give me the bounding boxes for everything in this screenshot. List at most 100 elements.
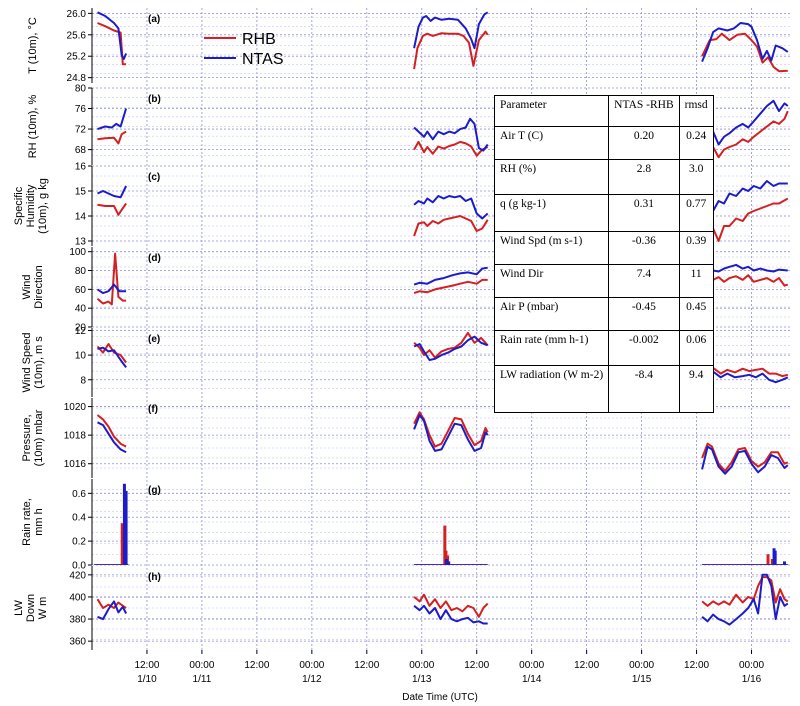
series-line-rhb [96,414,127,448]
panel-label: (g) [148,485,161,496]
legend-label-rhb: RHB [242,31,276,48]
y-tick-label: 360 [69,637,86,648]
row-diff: 2.8 [608,159,680,195]
legend-label-ntas: NTAS [242,51,283,68]
row-diff: -0.36 [608,231,680,265]
series-line-ntas [413,335,489,361]
y-tick-label: 380 [69,615,86,626]
series-line-rhb [701,442,789,472]
y-tick-label: 40 [75,304,87,315]
x-tick-time: 00:00 [189,660,214,671]
y-tick-label: 12 [75,326,87,337]
x-tick-time: 00:00 [299,660,324,671]
row-rmsd: 0.39 [678,231,714,265]
row-param: Wind Spd (m s-1) [493,231,610,265]
series-line-ntas [413,266,488,286]
series-line-rhb [701,274,789,287]
row-rmsd: 9.4 [678,365,714,413]
row-rmsd: 0.45 [678,297,714,331]
series-line-ntas [413,117,489,152]
rain-bar-ntas [773,550,777,565]
x-tick-date: 1/14 [522,674,542,685]
y-axis-label-line: W m [37,597,49,620]
y-axis-label: Rain rate,mm h [21,498,45,546]
row-param: RH (%) [493,159,610,195]
series-line-ntas [96,283,127,295]
y-tick-label: 80 [75,266,87,277]
x-tick-time: 12:00 [464,660,489,671]
panel-label: (a) [148,14,160,25]
series-line-rhb [97,202,127,216]
y-axis-label-line: Wind [21,274,33,299]
row-diff: 0.20 [608,126,680,160]
series-line-ntas [413,195,489,220]
y-tick-label: 24.8 [67,73,87,84]
rain-bar-ntas [783,561,787,565]
x-tick-time: 12:00 [244,660,269,671]
y-tick-label: 420 [69,570,86,581]
table-row: Air P (mbar) -0.45 0.45 [493,297,714,331]
y-axis-label: Wind Speed(10m), m s [21,333,45,393]
y-tick-label: 25.6 [67,30,87,41]
series-line-ntas [701,180,788,217]
series-line-rhb [96,598,127,609]
table-row: RH (%) 2.8 3.0 [493,159,714,195]
y-tick-label: 0.0 [72,561,86,572]
series-line-ntas [97,421,127,454]
series-line-ntas [701,263,788,276]
y-tick-label: 68 [75,145,87,156]
x-tick-date: 1/16 [742,674,762,685]
y-tick-label: 15 [75,187,87,198]
y-tick-label: 16 [75,162,87,173]
series-line-rhb [97,22,127,66]
x-tick-time: 12:00 [354,660,379,671]
y-tick-label: 0.2 [72,537,86,548]
y-axis-label-line: Rain rate, [21,498,33,546]
x-tick-date: 1/13 [412,674,432,685]
table-row: Rain rate (mm h-1) -0.002 0.06 [493,330,714,366]
series-line-ntas [701,573,789,626]
series-line-rhb [97,130,127,145]
header-rmsd: rmsd [678,95,714,127]
y-tick-label: 1018 [64,431,87,442]
stats-table: Parameter NTAS -RHB rmsd Air T (C) 0.20 … [493,95,714,413]
row-param: Air T (C) [493,126,610,160]
rain-bar-rhb [443,525,447,565]
header-parameter: Parameter [493,95,610,127]
table-row: LW radiation (W m-2) -8.4 9.4 [493,365,714,413]
panel-g: 0.0 0.2 0.4 0.6 (g) Rain rate,mm h [21,479,790,572]
rain-bar-ntas [124,490,128,565]
panel-a: 24.8 25.2 25.6 26.0 (a) T (10m), °C [27,8,790,84]
rain-bar-rhb [120,523,124,565]
y-tick-label: 100 [69,247,86,258]
y-axis-label-line: RH (10m), % [27,95,39,159]
series-line-rhb [96,343,127,364]
panel-f: 1016 1018 1020 (f) Pressure,(10m) mbar [21,398,790,478]
table-header-row: Parameter NTAS -RHB rmsd [493,95,714,127]
y-tick-label: 0.6 [72,489,86,500]
y-tick-label: 13 [75,237,87,248]
panel-label: (e) [148,334,160,345]
rain-bar-ntas [447,561,451,565]
y-tick-label: 0.4 [72,513,86,524]
y-axis-label: SpecificHumidity(10m), g kg [13,178,49,234]
x-axis-title: Date Time (UTC) [402,692,478,703]
y-tick-label: 400 [69,592,86,603]
row-diff: 7.4 [608,264,680,298]
y-tick-label: 10 [75,351,87,362]
x-tick-time: 00:00 [519,660,544,671]
series-line-rhb [413,278,488,295]
y-tick-label: 1016 [64,459,87,470]
y-tick-label: 1020 [64,402,87,413]
series-line-ntas [701,445,789,475]
y-axis-label-line: Specific [13,186,25,225]
series-line-rhb [701,197,789,242]
series-line-ntas [97,108,128,131]
y-axis-label-line: Wind Speed [21,333,33,393]
y-tick-label: 8 [80,375,86,386]
y-tick-label: 60 [75,285,87,296]
y-axis-label-line: Pressure, [21,414,33,461]
y-axis-label-line: (10m) mbar [33,409,45,466]
series-line-rhb [701,110,789,159]
row-param: Wind Dir [493,264,610,298]
